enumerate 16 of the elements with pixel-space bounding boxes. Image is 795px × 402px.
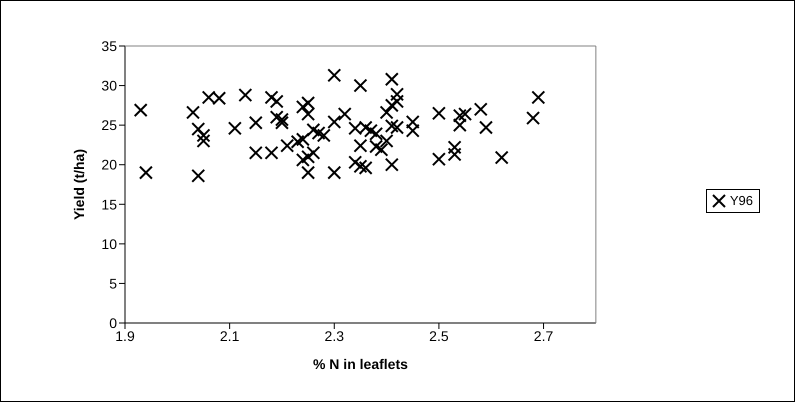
y-tick-label: 15 <box>101 196 118 212</box>
x-tick-label: 2.5 <box>429 328 449 344</box>
x-axis-title: % N in leaflets <box>312 356 408 372</box>
x-tick-label: 1.9 <box>115 328 135 344</box>
y-tick-label: 30 <box>101 78 118 94</box>
y-tick-label: 10 <box>101 236 118 252</box>
y-tick-label: 0 <box>109 314 118 331</box>
y-tick-label: 5 <box>109 275 118 292</box>
x-tick-label: 2.1 <box>220 328 240 344</box>
x-tick-label: 2.3 <box>324 328 344 344</box>
y-tick-label: 35 <box>101 38 118 54</box>
x-tick-label: 2.7 <box>534 328 554 344</box>
y-axis-title: Yield (t/ha) <box>70 148 87 220</box>
y-tick-label: 20 <box>101 156 118 173</box>
y-tick-label: 25 <box>101 117 118 134</box>
legend-label: Y96 <box>730 193 753 208</box>
